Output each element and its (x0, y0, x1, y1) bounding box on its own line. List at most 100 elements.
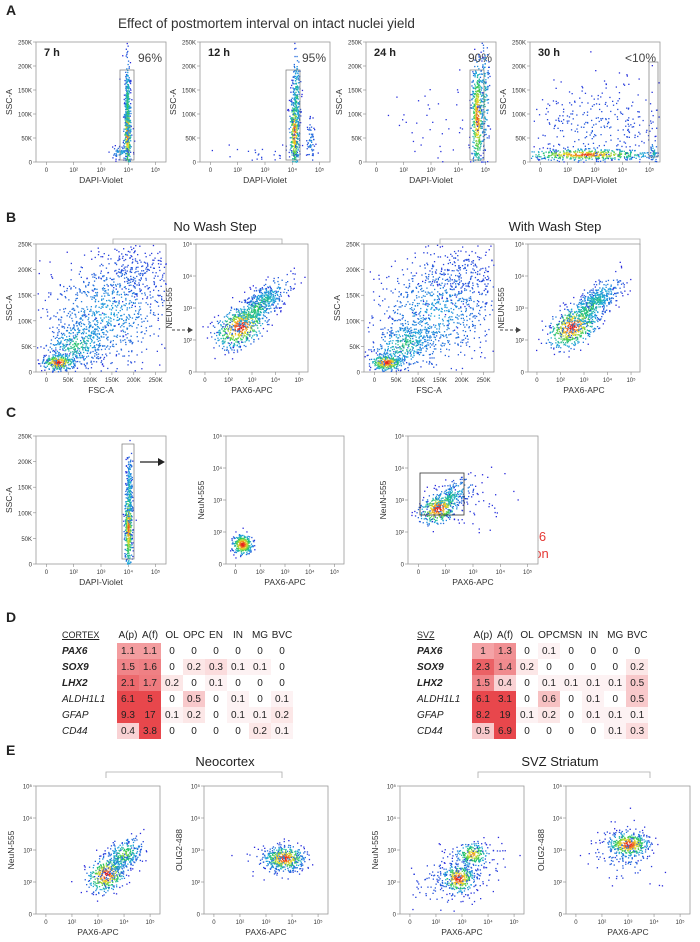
gene-label: PAX6 (62, 645, 88, 657)
table-row: SOX9 1.5 1.6 0 0.2 0.3 0.1 0.1 0 (62, 659, 293, 675)
table-cell: 0 (183, 643, 205, 659)
table-cell: 0 (271, 675, 293, 691)
table-cell: 0.1 (582, 675, 605, 691)
table-cell: 2.1 (117, 675, 139, 691)
neun-pax6-title: NEUN / PAX6 (425, 442, 505, 457)
table-cell: 0 (161, 659, 183, 675)
table-cell: 0 (227, 723, 249, 739)
table-cell: 0.1 (538, 675, 560, 691)
table-cell: 0.1 (227, 659, 249, 675)
gene-label: LHX2 (62, 677, 88, 689)
gene-label: GFAP (417, 709, 444, 721)
table-cell: 17 (139, 707, 161, 723)
table-cell: 0 (560, 707, 583, 723)
table-cell: 1.3 (494, 643, 516, 659)
panel-letter-a: A (6, 2, 17, 18)
table-cell: 0 (560, 659, 583, 675)
table-cell: 8.2 (472, 707, 494, 723)
table-row: LHX2 2.1 1.7 0.2 0 0.1 0 0 0 (62, 675, 293, 691)
table-cell: 3.1 (494, 691, 516, 707)
table-cell: 0 (560, 691, 583, 707)
table-cell: 0 (604, 643, 627, 659)
table-cell: 0.3 (626, 723, 649, 739)
table-header-row: SVZ A(p) A(f) OL OPC MSN IN MG BVC (417, 627, 648, 643)
column-header: OPC (538, 629, 560, 641)
heatmap-table-1: CORTEX A(p) A(f) OL OPC EN IN MG BVC PAX6 1.1 1.1 0 0… (62, 627, 293, 739)
gene-label: CD44 (62, 725, 88, 737)
gene-label: ALDH1L1 (417, 693, 461, 705)
table-cell: 0.5 (626, 675, 649, 691)
gene-label: CD44 (417, 725, 443, 737)
table-cell: 0 (582, 659, 605, 675)
table-cell: 1.1 (117, 643, 139, 659)
gene-label: PAX6 (417, 645, 443, 657)
column-header: OL (520, 629, 534, 641)
table-cell: 1.6 (139, 659, 161, 675)
table-cell: 0.1 (227, 691, 249, 707)
table-row: LHX2 1.5 0.4 0 0.1 0.1 0.1 0.1 0.5 (417, 675, 649, 691)
table-cell: 0.1 (249, 659, 271, 675)
table-cell: 0 (227, 643, 249, 659)
panel-a-title: Effect of postmortem interval on intact … (118, 16, 415, 31)
table-row: GFAP 9.3 17 0.1 0.2 0 0.1 0.1 0.2 (62, 707, 293, 723)
table-cell: 0 (560, 643, 583, 659)
table-row: CD44 0.4 3.8 0 0 0 0 0.2 0.1 (62, 723, 293, 739)
table-cell: 0 (271, 659, 293, 675)
table-cell: 0.5 (472, 723, 494, 739)
neun-label: NEUN (425, 442, 462, 457)
region-label: CORTEX (62, 630, 100, 640)
table-cell: 0 (516, 675, 538, 691)
table-cell: 0 (205, 723, 227, 739)
table-cell: 0 (538, 659, 560, 675)
table-cell: 0.2 (271, 707, 293, 723)
table-cell: 0.5 (183, 691, 205, 707)
table-cell: 1 (472, 643, 494, 659)
table-cell: 6.1 (117, 691, 139, 707)
table-cell: 0 (205, 691, 227, 707)
gene-label: ALDH1L1 (62, 693, 106, 705)
table-cell: 0 (560, 723, 583, 739)
table-cell: 0.1 (604, 723, 627, 739)
table-cell: 0.2 (161, 675, 183, 691)
gene-label: LHX2 (417, 677, 443, 689)
heatmap-table-2: SVZ A(p) A(f) OL OPC MSN IN MG BVC PAX6 1 1.3 0 0.1 0 0… (417, 627, 649, 739)
column-header: IN (588, 629, 599, 641)
table-cell: 1.7 (139, 675, 161, 691)
table-row: SOX9 2.3 1.4 0.2 0 0 0 0 0.2 (417, 659, 649, 675)
table-cell: 0.1 (626, 707, 649, 723)
table-cell: 0.1 (227, 707, 249, 723)
table-cell: 0.6 (538, 691, 560, 707)
table-row: PAX6 1.1 1.1 0 0 0 0 0 0 (62, 643, 293, 659)
table-cell: 0 (516, 723, 538, 739)
column-header: OL (165, 629, 179, 641)
table-cell: 0.2 (516, 659, 538, 675)
no-pax6-note-line2: separation (488, 546, 549, 561)
table-header-row: CORTEX A(p) A(f) OL OPC EN IN MG BVC (62, 627, 293, 643)
table-cell: 0.1 (249, 707, 271, 723)
table-cell: 0.2 (538, 707, 560, 723)
table-cell: 0.4 (117, 723, 139, 739)
table-cell: 0 (604, 659, 627, 675)
column-header: A(p) (118, 629, 138, 641)
table-row: ALDH1L1 6.1 3.1 0 0.6 0 0.1 0 0.5 (417, 691, 649, 707)
table-cell: 0.1 (271, 691, 293, 707)
table-row: PAX6 1 1.3 0 0.1 0 0 0 0 (417, 643, 649, 659)
table-row: CD44 0.5 6.9 0 0 0 0 0.1 0.3 (417, 723, 649, 739)
table-cell: 0.4 (494, 675, 516, 691)
table-cell: 0 (205, 707, 227, 723)
table-cell: 6.9 (494, 723, 516, 739)
title-separator: / (461, 442, 473, 457)
panel-letter-e: E (6, 742, 16, 758)
panel-c: C DAPI only NEUN / PAX6 NO PAX6 separati… (0, 400, 700, 595)
table-cell: 0.2 (183, 659, 205, 675)
table-cell: 6.1 (472, 691, 494, 707)
column-header: IN (233, 629, 243, 641)
column-header: MG (251, 629, 269, 641)
table-cell: 1.5 (117, 659, 139, 675)
table-cell: 0.1 (516, 707, 538, 723)
column-header: EN (209, 629, 223, 641)
panel-letter-c: C (6, 404, 17, 420)
table-cell: 0.5 (626, 691, 649, 707)
table-cell: 3.8 (139, 723, 161, 739)
table-cell: 0 (271, 643, 293, 659)
